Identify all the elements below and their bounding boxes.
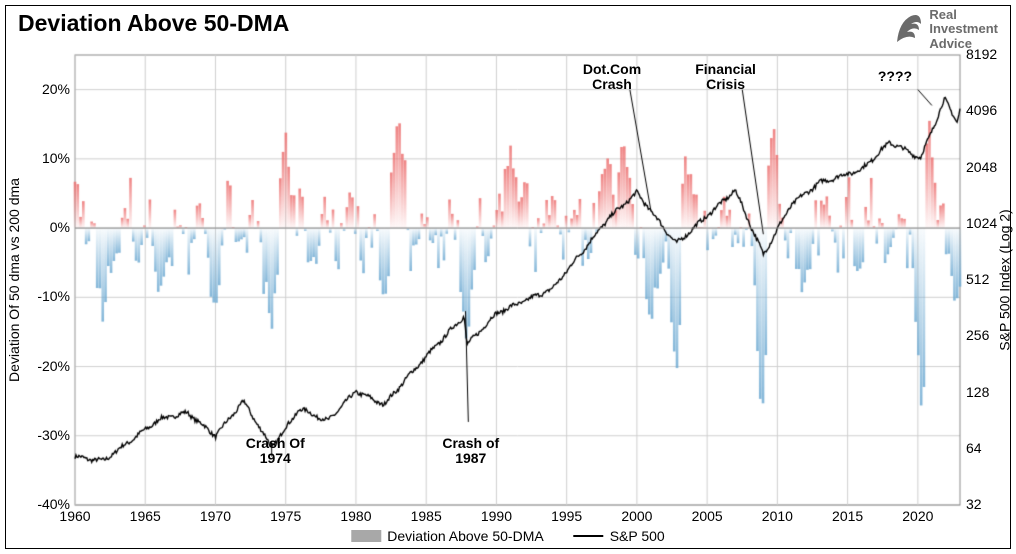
x-tick-label: 1965 [130, 508, 161, 524]
annotation-financial-crisis: FinancialCrisis [695, 62, 756, 93]
x-tick-label: 2000 [621, 508, 652, 524]
left-axis-label: Deviation Of 50 dma vs 200 dma [6, 178, 22, 382]
chart-canvas [0, 0, 1016, 554]
x-tick-label: 1975 [270, 508, 301, 524]
legend-swatch-bar [351, 530, 381, 542]
annotation-question: ???? [878, 69, 912, 84]
left-tick-label: 20% [25, 81, 70, 97]
right-tick-label: 64 [966, 440, 1011, 456]
right-tick-label: 256 [966, 327, 1011, 343]
right-tick-label: 512 [966, 271, 1011, 287]
x-tick-label: 1995 [551, 508, 582, 524]
right-tick-label: 32 [966, 496, 1011, 512]
right-tick-label: 4096 [966, 102, 1011, 118]
left-tick-label: -10% [25, 288, 70, 304]
left-tick-label: -20% [25, 358, 70, 374]
legend-item-deviation: Deviation Above 50-DMA [351, 528, 543, 544]
annotation-dotcom: Dot.ComCrash [583, 62, 641, 93]
left-tick-label: 10% [25, 150, 70, 166]
x-tick-label: 2010 [762, 508, 793, 524]
legend-label: Deviation Above 50-DMA [387, 528, 543, 544]
chart-legend: Deviation Above 50-DMA S&P 500 [351, 528, 664, 544]
right-tick-label: 2048 [966, 159, 1011, 175]
x-tick-label: 1985 [411, 508, 442, 524]
left-tick-label: -30% [25, 427, 70, 443]
x-tick-label: 2015 [832, 508, 863, 524]
legend-item-sp500: S&P 500 [574, 528, 665, 544]
x-tick-label: 2005 [692, 508, 723, 524]
chart-container: Deviation Above 50-DMA Real Investment A… [0, 0, 1016, 554]
left-tick-label: -40% [25, 496, 70, 512]
legend-swatch-line [574, 535, 604, 537]
legend-label: S&P 500 [610, 528, 665, 544]
annotation-crash-1974: Crash Of1974 [246, 436, 305, 467]
x-tick-label: 2020 [902, 508, 933, 524]
right-tick-label: 128 [966, 384, 1011, 400]
right-tick-label: 1024 [966, 215, 1011, 231]
annotation-crash-1987: Crash of1987 [442, 436, 499, 467]
x-tick-label: 1970 [200, 508, 231, 524]
x-tick-label: 1990 [481, 508, 512, 524]
left-tick-label: 0% [25, 219, 70, 235]
x-tick-label: 1980 [340, 508, 371, 524]
right-tick-label: 8192 [966, 46, 1011, 62]
